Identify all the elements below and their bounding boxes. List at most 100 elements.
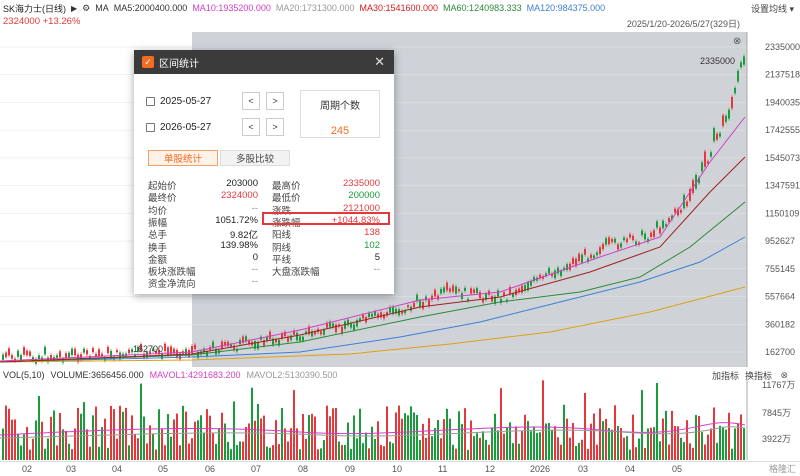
- volume-bar: [230, 449, 232, 460]
- volume-bar: [23, 434, 25, 460]
- volume-bar: [95, 406, 97, 460]
- candle: [8, 348, 10, 356]
- volume-bar: [293, 390, 295, 460]
- stat-value: 0: [252, 251, 258, 263]
- volume-bar: [611, 429, 613, 460]
- start-prev-button[interactable]: <: [242, 92, 260, 110]
- volume-bar: [104, 418, 106, 460]
- candle: [164, 343, 166, 352]
- stat-label: 阴线: [272, 242, 292, 254]
- candle: [383, 314, 385, 319]
- volume-bar: [344, 445, 346, 460]
- cycle-value: 245: [330, 125, 350, 137]
- candle: [326, 322, 328, 328]
- collapse-icon[interactable]: ⊗: [733, 36, 741, 47]
- low-label: 162700: [133, 344, 163, 354]
- candle: [524, 285, 526, 291]
- volume-bar: [149, 425, 151, 460]
- volume-bar: [551, 430, 553, 460]
- candle: [65, 353, 67, 358]
- candle: [128, 349, 130, 354]
- end-prev-button[interactable]: <: [242, 118, 260, 136]
- volume-bar: [563, 404, 565, 460]
- candle: [233, 345, 235, 351]
- tab-multi-stock[interactable]: 多股比较: [220, 150, 290, 166]
- mavol2-line: [0, 426, 746, 439]
- candle: [359, 318, 361, 322]
- candle: [632, 235, 634, 241]
- candle: [509, 286, 511, 294]
- close-icon[interactable]: ✕: [374, 54, 385, 69]
- date-tick: 11: [438, 464, 448, 474]
- stat-label: 资金净流向: [148, 279, 196, 291]
- dialog-header[interactable]: ✓ 区间统计 ✕: [134, 50, 394, 74]
- candle: [323, 329, 325, 335]
- start-date-field[interactable]: 2025-05-27: [146, 92, 231, 110]
- candle: [152, 348, 154, 352]
- set-ma-button[interactable]: 设置均线 ▾: [750, 4, 794, 14]
- candle: [290, 335, 292, 340]
- volume-bar: [329, 416, 331, 460]
- volume-bar: [170, 436, 172, 460]
- volume-bar: [266, 446, 268, 460]
- vol-label[interactable]: VOL(5,10): [3, 370, 45, 380]
- volume-bar: [623, 437, 625, 460]
- candle: [74, 348, 76, 356]
- volume-bar: [2, 428, 4, 460]
- candle: [236, 348, 238, 352]
- candle: [695, 175, 697, 189]
- candle: [425, 296, 427, 301]
- candle: [119, 352, 121, 360]
- stat-label: 最终价: [148, 193, 177, 205]
- candle: [608, 237, 610, 245]
- volume-bar: [44, 448, 46, 460]
- volume-bar: [731, 448, 733, 460]
- candle: [2, 354, 4, 360]
- candle: [407, 305, 409, 308]
- volume-bar: [380, 444, 382, 460]
- indicator-ma: MA: [95, 3, 109, 13]
- switch-indicator-button[interactable]: 换指标: [744, 370, 772, 381]
- volume-bar: [707, 434, 709, 460]
- date-tick: 03: [578, 464, 589, 474]
- volume-bar: [704, 444, 706, 460]
- settings-icon[interactable]: ⚙: [82, 2, 91, 13]
- volume-bar: [527, 421, 529, 460]
- volume-indicator-bar: VOL(5,10) VOLUME:3656456.000 MAVOL1:4291…: [0, 368, 800, 382]
- tab-single-stock[interactable]: 单股统计: [148, 150, 218, 166]
- candle: [194, 344, 196, 349]
- volume-bar: [737, 423, 739, 460]
- candle: [380, 312, 382, 318]
- volume-bar: [596, 444, 598, 460]
- calendar-icon[interactable]: [146, 96, 155, 106]
- volume-bar: [671, 410, 673, 460]
- volume-bar: [317, 449, 319, 460]
- candle: [29, 351, 31, 356]
- volume-chart[interactable]: 11767万 7845万 3922万: [0, 380, 800, 460]
- indicator-ma60: MA60:1240983.333: [443, 3, 522, 13]
- change-highlight-box: [262, 212, 390, 225]
- volume-bar: [593, 413, 595, 460]
- candle: [191, 346, 193, 354]
- candle: [605, 238, 607, 245]
- end-next-button[interactable]: >: [266, 118, 284, 136]
- candle: [599, 247, 601, 255]
- candle: [566, 264, 568, 271]
- kline-chart[interactable]: 2335000 2137518 1940035 1742555 1545073 13475…: [0, 32, 800, 367]
- volume-bar: [533, 426, 535, 460]
- candle: [203, 348, 205, 353]
- volume-bar: [353, 415, 355, 460]
- stock-name[interactable]: SK海力士(日线): [3, 3, 67, 14]
- candle: [98, 349, 100, 357]
- indicator-ma10: MA10:1935200.000: [192, 3, 271, 13]
- calendar-icon[interactable]: [146, 122, 155, 132]
- play-icon[interactable]: ▶: [71, 3, 78, 13]
- candle: [314, 331, 316, 335]
- end-date-field[interactable]: 2026-05-27: [146, 118, 231, 136]
- volume-bar: [38, 396, 40, 460]
- close-icon[interactable]: ⊗: [780, 369, 788, 380]
- candle: [644, 233, 646, 240]
- add-indicator-button[interactable]: 加指标: [711, 370, 739, 381]
- start-next-button[interactable]: >: [266, 92, 284, 110]
- stat-label: 板块涨跌幅: [148, 267, 196, 279]
